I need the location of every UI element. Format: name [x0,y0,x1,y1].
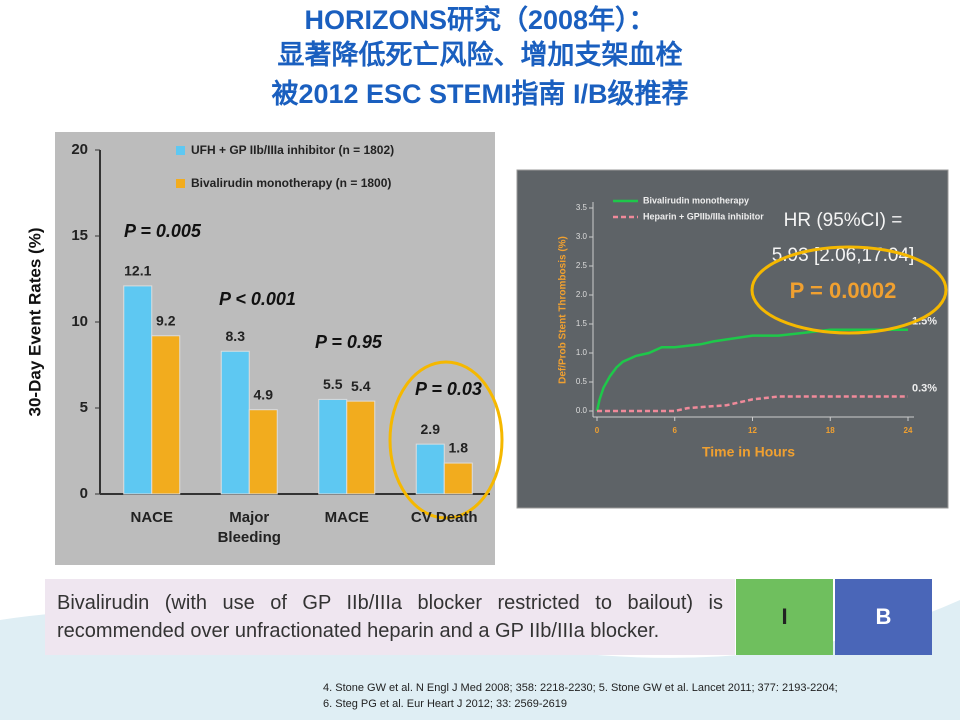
x-tick-label: NACE [130,509,173,526]
y-tick-label: 1.0 [576,348,588,357]
p-value: P = 0.95 [315,332,383,352]
bar [443,462,473,495]
y-tick-label: 0.0 [576,406,588,415]
bar [151,335,181,495]
legend-label: Bivalirudin monotherapy (n = 1800) [191,176,391,190]
annotation: HR (95%CI) = [784,210,903,231]
end-label: 0.3% [912,382,937,394]
line-chart: 0.0 0.5 1.0 1.5 2.0 2.5 3.0 3.5 0 6 12 18 24 Time in … [558,195,938,459]
x-axis-label: Time in Hours [702,444,795,460]
y-tick-label: 2.5 [576,261,588,270]
level-cell: B [835,579,932,655]
x-tick-label: 6 [673,426,678,435]
title: 被2012 ESC STEMI指南 I/B级推荐 [271,78,688,109]
legend-label: UFH + GP IIb/IIIa inhibitor (n = 1802) [191,143,394,157]
bar [346,400,376,495]
x-tick-label: Major Bleeding [217,509,281,546]
p-value: P = 0.005 [124,221,202,241]
highlight [388,360,504,520]
value-label: 2.9 [421,421,441,437]
title: HORIZONS研究（2008年）： [304,4,655,35]
x-tick-label: 12 [748,426,757,435]
p-value: P = 0.03 [415,379,482,399]
y-tick-label: 1.5 [576,319,588,328]
y-tick-label: 20 [71,141,88,158]
class-cell: I [736,579,833,655]
y-axis-label: Def/Prob Stent Thrombosis (%) [558,236,569,384]
y-tick-label: 10 [71,313,88,330]
value-label: 5.4 [351,378,371,394]
y-tick-label: 0 [80,485,88,502]
x-tick-label: 0 [595,426,600,435]
value-label: 9.2 [156,312,176,328]
legend-swatch [176,146,185,155]
y-tick-label: 0.5 [576,377,588,386]
legend-label: Bivalirudin monotherapy [643,195,749,205]
x-tick-label: 24 [904,426,913,435]
x-tick-label: MACE [324,509,369,526]
highlight [750,245,948,335]
legend-label: Heparin + GPIIb/IIIa inhibitor [643,211,764,221]
y-tick-label: 5 [80,399,88,416]
x-tick-label: 18 [826,426,835,435]
value-label: 12.1 [124,263,151,279]
reference: 4. Stone GW et al. N Engl J Med 2008; 35… [323,682,838,694]
value-label: 1.8 [449,440,469,456]
bar [318,398,348,495]
y-tick-label: 3.5 [576,203,588,212]
bar-chart: 0 5 10 15 20 30-Day Event Rates (%) UFH + GP I… [25,141,490,502]
value-label: 8.3 [226,328,246,344]
line-series [597,395,908,413]
y-tick-label: 15 [71,227,88,244]
y-tick-label: 2.0 [576,290,588,299]
reference: 6. Steg PG et al. Eur Heart J 2012; 33: … [323,698,567,710]
recommendation-text: Bivalirudin (with use of GP IIb/IIIa blo… [45,579,735,655]
x-tick-label: CV Death [410,509,478,526]
y-axis-label: 30-Day Event Rates (%) [25,228,44,417]
bar [220,350,250,495]
annotation: P = 0.0002 [790,278,897,303]
chart-panel [55,132,495,565]
legend-swatch [176,179,185,188]
p-value: P < 0.001 [219,289,296,309]
value-label: 4.9 [254,386,274,402]
bar [415,443,445,495]
y-tick-label: 3.0 [576,232,588,241]
title: 显著降低死亡风险、增加支架血栓 [278,39,683,70]
bar [123,285,153,495]
line-series [595,328,908,412]
value-label: 5.5 [323,376,343,392]
bar [248,409,278,495]
